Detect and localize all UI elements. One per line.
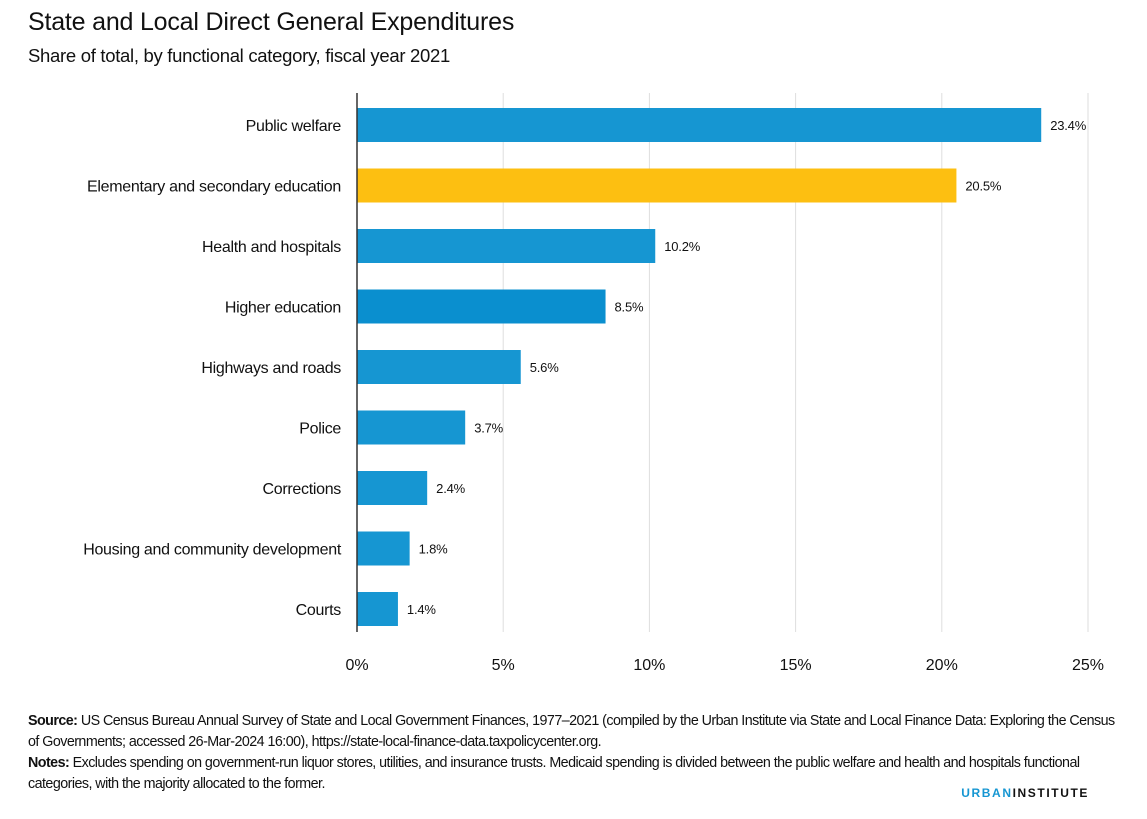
bar bbox=[357, 168, 957, 203]
chart-subtitle: Share of total, by functional category, … bbox=[28, 45, 450, 66]
value-label: 5.6% bbox=[530, 360, 559, 375]
bar bbox=[357, 289, 606, 324]
chart-title: State and Local Direct General Expenditu… bbox=[28, 8, 515, 36]
category-label: Housing and community development bbox=[83, 542, 342, 559]
category-label: Public welfare bbox=[246, 118, 342, 135]
logo-urban: URBAN bbox=[961, 786, 1013, 800]
bar bbox=[357, 350, 521, 384]
category-label: Police bbox=[299, 421, 341, 438]
value-label: 10.2% bbox=[664, 239, 701, 254]
bar-chart: Public welfare Elementary and secondary e… bbox=[83, 93, 1104, 674]
category-label: Elementary and secondary education bbox=[87, 179, 341, 196]
value-labels: 23.4% 20.5% 10.2% 8.5% 5.6% 3.7% 2.4% 1.8% 1.4% bbox=[407, 118, 1087, 617]
footer-notes: Source: US Census Bureau Annual Survey o… bbox=[28, 711, 1118, 795]
x-tick-label: 20% bbox=[926, 657, 958, 674]
category-label: Higher education bbox=[225, 300, 341, 317]
category-label: Health and hospitals bbox=[202, 239, 341, 256]
notes-text: Excludes spending on government-run liqu… bbox=[28, 755, 1080, 792]
category-label: Courts bbox=[296, 602, 342, 619]
bar bbox=[357, 531, 410, 566]
category-labels: Public welfare Elementary and secondary e… bbox=[83, 118, 342, 619]
x-axis-ticks: 0% 5% 10% 15% 20% 25% bbox=[345, 657, 1104, 674]
value-label: 8.5% bbox=[615, 300, 644, 315]
notes-note: Notes: Excludes spending on government-r… bbox=[28, 753, 1118, 795]
category-label: Highways and roads bbox=[201, 360, 341, 377]
bar bbox=[357, 108, 1042, 142]
category-label: Corrections bbox=[262, 481, 341, 498]
urban-institute-logo: URBANINSTITUTE bbox=[961, 786, 1089, 800]
x-tick-label: 25% bbox=[1072, 657, 1104, 674]
bars bbox=[357, 108, 1042, 626]
bar bbox=[357, 229, 656, 263]
bar bbox=[357, 471, 428, 505]
x-tick-label: 5% bbox=[492, 657, 515, 674]
source-note: Source: US Census Bureau Annual Survey o… bbox=[28, 711, 1118, 753]
source-label: Source: bbox=[28, 713, 78, 729]
x-tick-label: 10% bbox=[633, 657, 665, 674]
value-label: 3.7% bbox=[474, 421, 503, 436]
logo-institute: INSTITUTE bbox=[1012, 786, 1089, 800]
source-text: US Census Bureau Annual Survey of State … bbox=[28, 713, 1115, 750]
x-tick-label: 15% bbox=[780, 657, 812, 674]
bar bbox=[357, 592, 398, 626]
value-label: 1.8% bbox=[419, 542, 448, 557]
bar bbox=[357, 410, 466, 445]
value-label: 23.4% bbox=[1050, 118, 1087, 133]
value-label: 2.4% bbox=[436, 481, 465, 496]
value-label: 1.4% bbox=[407, 602, 436, 617]
x-tick-label: 0% bbox=[345, 657, 368, 674]
notes-label: Notes: bbox=[28, 755, 70, 771]
value-label: 20.5% bbox=[965, 179, 1002, 194]
